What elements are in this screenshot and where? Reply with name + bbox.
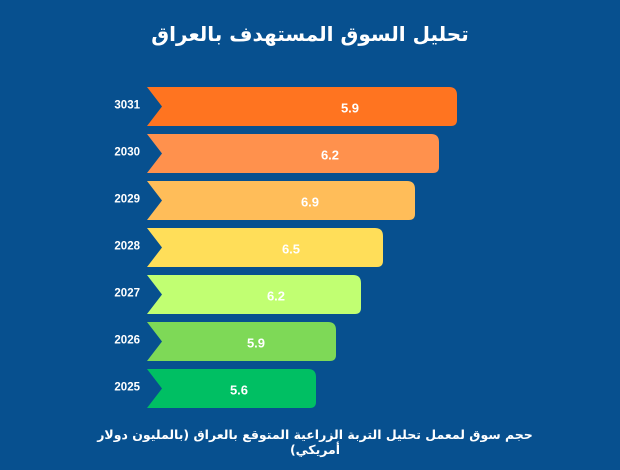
y-tick-label: 2030 xyxy=(114,147,140,159)
data-label: 5.9 xyxy=(341,101,359,116)
data-label: 6.5 xyxy=(282,242,300,257)
y-tick-label: 2027 xyxy=(114,288,140,300)
data-label: 6.9 xyxy=(301,195,319,210)
bar-2030 xyxy=(147,134,439,173)
bar-2029 xyxy=(147,181,415,220)
bar-2028 xyxy=(147,228,383,267)
data-label: 6.2 xyxy=(267,289,285,304)
y-tick-label: 2026 xyxy=(114,335,140,347)
bar-3031 xyxy=(147,87,457,126)
bar-2026 xyxy=(147,322,336,361)
bar-2027 xyxy=(147,275,361,314)
y-tick-label: 2025 xyxy=(114,382,140,394)
data-label: 5.9 xyxy=(247,336,265,351)
y-tick-label: 2028 xyxy=(114,241,140,253)
data-label: 6.2 xyxy=(321,148,339,163)
x-axis-label: حجم سوق لمعمل تحليل التربة الزراعية المت… xyxy=(97,427,533,457)
y-tick-label: 2029 xyxy=(114,194,140,206)
data-label: 5.6 xyxy=(230,383,248,398)
y-tick-label: 3031 xyxy=(114,100,140,112)
bar-2025 xyxy=(147,369,316,408)
chart-title: تحليل السوق المستهدف بالعراق xyxy=(151,22,469,46)
